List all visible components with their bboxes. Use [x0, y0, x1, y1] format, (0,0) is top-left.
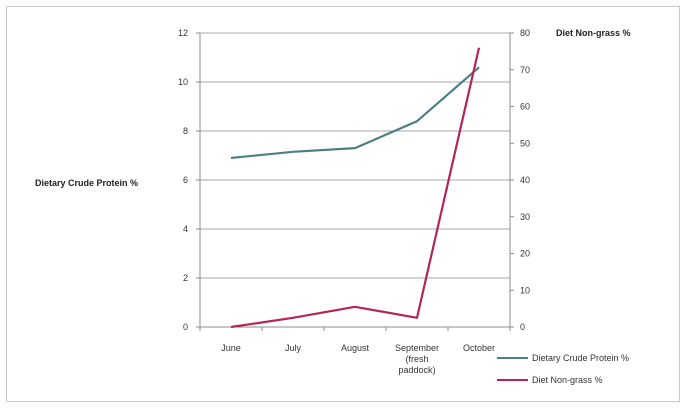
left-tick-label: 12: [178, 28, 188, 38]
x-tick-label-line: (fresh: [405, 354, 428, 364]
x-tick-label: July: [285, 343, 302, 353]
x-tick-label: June: [221, 343, 241, 353]
right-tick-label: 50: [520, 138, 530, 148]
right-axis-title: Diet Non-grass %: [556, 28, 631, 38]
legend-label-crude-protein: Dietary Crude Protein %: [532, 353, 629, 363]
left-tick-label: 8: [183, 126, 188, 136]
left-tick-label: 6: [183, 175, 188, 185]
x-tick-label-line: October: [463, 343, 495, 353]
x-tick-label: August: [341, 343, 370, 353]
series-line-crude-protein: [230, 66, 480, 160]
x-tick-label-line: July: [285, 343, 302, 353]
left-tick-label: 10: [178, 77, 188, 87]
right-tick-label: 20: [520, 249, 530, 259]
right-tick-label: 80: [520, 28, 530, 38]
x-tick-label: October: [463, 343, 495, 353]
right-tick-label: 0: [520, 322, 525, 332]
left-axis-title: Dietary Crude Protein %: [35, 178, 138, 188]
x-tick-label-line: June: [221, 343, 241, 353]
series-line-non-grass: [230, 47, 481, 329]
right-tick-label: 60: [520, 102, 530, 112]
right-tick-label: 30: [520, 212, 530, 222]
left-tick-label: 0: [183, 322, 188, 332]
x-tick-label-line: September: [395, 343, 439, 353]
right-tick-label: 10: [520, 285, 530, 295]
right-y-axis: 0 10 20 30 40 50 60 70 80: [509, 28, 530, 332]
gridlines: [200, 32, 510, 279]
series-lines: [230, 47, 481, 329]
right-tick-label: 70: [520, 65, 530, 75]
legend: Dietary Crude Protein % Diet Non-grass %: [497, 353, 629, 385]
right-tick-label: 40: [520, 175, 530, 185]
left-tick-label: 4: [183, 224, 188, 234]
x-tick-label: September (fresh paddock): [395, 343, 439, 375]
x-axis: June July August September (fresh paddock) Oct…: [199, 326, 511, 375]
legend-label-non-grass: Diet Non-grass %: [532, 375, 603, 385]
left-y-axis: 0 2 4 6 8 10 12: [178, 28, 201, 332]
x-tick-label-line: August: [341, 343, 370, 353]
x-tick-label-line: paddock): [398, 365, 435, 375]
chart-frame: [6, 6, 680, 402]
left-tick-label: 2: [183, 273, 188, 283]
